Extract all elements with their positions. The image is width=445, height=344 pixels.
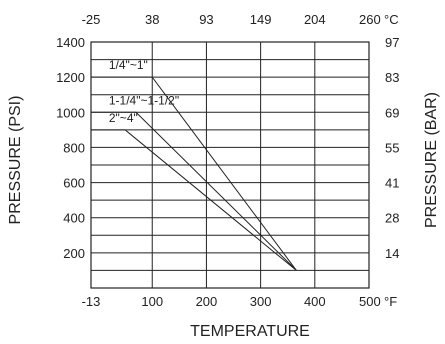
y-tick-label-right: 69	[385, 105, 399, 120]
y-tick-label-left: 400	[63, 211, 85, 226]
series-label-1: 1/4"~1"	[109, 58, 148, 72]
tick-labels: -13 100 200 300 400 500 °F -25 38 93 149 204 260 °C 20…	[56, 12, 399, 309]
x-unit-label-bottom: °F	[384, 294, 397, 309]
x-tick-label-top: 204	[304, 12, 326, 27]
y-axis-right-title: PRESSURE (BAR)	[423, 92, 440, 228]
y-tick-label-left: 600	[63, 176, 85, 191]
x-tick-label-top: 260	[359, 12, 381, 27]
y-tick-label-left: 800	[63, 140, 85, 155]
x-tick-label-top: 93	[199, 12, 213, 27]
x-tick-label-bottom: 500	[359, 294, 381, 309]
x-tick-label-bottom: 100	[141, 294, 163, 309]
x-tick-label-bottom: -13	[82, 294, 101, 309]
y-tick-label-right: 97	[385, 35, 399, 50]
y-tick-label-right: 28	[385, 211, 399, 226]
x-tick-label-bottom: 400	[304, 294, 326, 309]
y-tick-label-left: 200	[63, 246, 85, 261]
x-tick-label-top: 38	[145, 12, 159, 27]
y-tick-label-left: 1200	[56, 70, 85, 85]
y-tick-label-left: 1000	[56, 105, 85, 120]
series-label-3: 2"~4"	[109, 111, 138, 125]
x-tick-label-top: -25	[82, 12, 101, 27]
y-axis-left-title: PRESSURE (PSI)	[7, 96, 24, 225]
series-labels: 1/4"~1" 1-1/4"~1-1/2" 2"~4"	[109, 58, 179, 125]
rating-curve-2	[91, 111, 297, 271]
x-tick-label-bottom: 300	[250, 294, 272, 309]
y-tick-label-right: 83	[385, 70, 399, 85]
plot-frame	[90, 41, 370, 289]
rating-curve-1	[91, 76, 297, 271]
rating-curve-3	[91, 129, 297, 271]
y-tick-label-left: 1400	[56, 35, 85, 50]
rating-curves	[91, 76, 297, 271]
y-tick-label-right: 14	[385, 246, 399, 261]
y-tick-label-right: 55	[385, 140, 399, 155]
y-tick-label-right: 41	[385, 176, 399, 191]
x-unit-label-top: °C	[384, 12, 399, 27]
grid-lines	[91, 42, 369, 288]
series-label-2: 1-1/4"~1-1/2"	[109, 93, 179, 107]
x-tick-label-bottom: 200	[196, 294, 218, 309]
x-tick-label-top: 149	[250, 12, 272, 27]
x-axis-title: TEMPERATURE	[190, 323, 310, 340]
